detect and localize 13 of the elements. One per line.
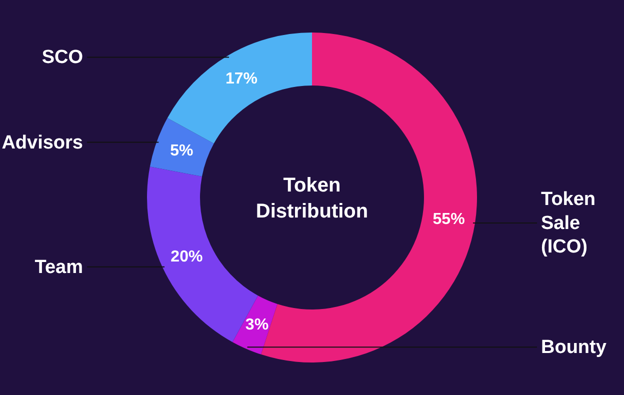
- data-label: 20%: [170, 248, 203, 266]
- donut-slice: [150, 118, 214, 177]
- data-label: 3%: [245, 316, 269, 334]
- data-label: 5%: [170, 142, 194, 160]
- slice-label: Team: [34, 256, 83, 278]
- slice-label: Token Sale (ICO): [541, 189, 596, 258]
- slice-label: SCO: [42, 47, 83, 68]
- donut-slice: [167, 32, 312, 144]
- data-label: 17%: [225, 70, 258, 88]
- data-label: 55%: [432, 211, 465, 228]
- slice-label: Bounty: [541, 337, 607, 358]
- slice-label: Advisors: [2, 132, 83, 154]
- text: Token Distribution: [256, 174, 368, 222]
